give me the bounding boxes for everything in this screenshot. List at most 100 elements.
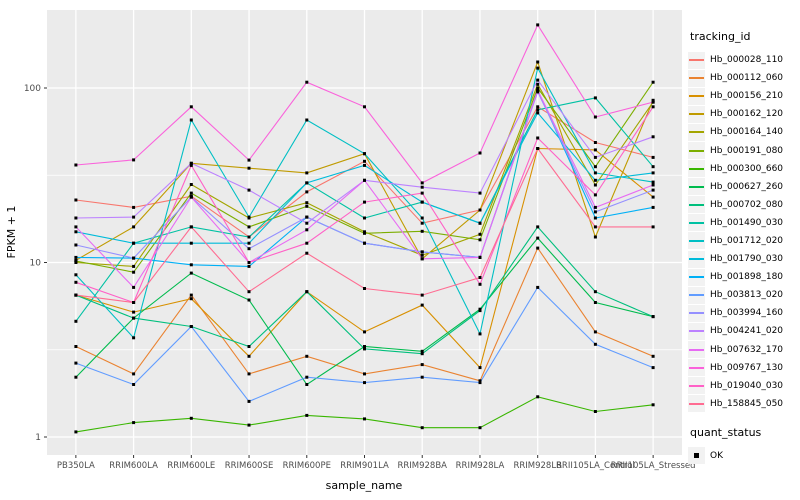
data-point-marker xyxy=(651,155,655,159)
data-point-marker xyxy=(651,188,655,192)
legend-key-swatch xyxy=(688,286,705,304)
data-point-marker xyxy=(536,147,540,150)
legend-item: Hb_000627_260 xyxy=(688,178,798,196)
x-tick-label: RRIM901LA xyxy=(340,461,389,471)
data-point-marker xyxy=(189,118,193,122)
data-point-marker xyxy=(189,191,193,195)
x-axis-title: sample_name xyxy=(326,479,403,492)
black-square-marker-icon xyxy=(694,453,699,459)
legend-key-swatch xyxy=(688,160,705,178)
data-point-marker xyxy=(132,336,136,340)
data-point-marker xyxy=(420,426,424,430)
legend-item: Hb_000164_140 xyxy=(688,123,798,141)
data-point-marker xyxy=(420,257,424,261)
legend-item: Hb_000028_110 xyxy=(688,51,798,69)
data-point-marker xyxy=(420,200,424,204)
data-point-marker xyxy=(651,225,655,229)
legend-key-swatch xyxy=(688,105,705,123)
legend-item: Hb_000300_660 xyxy=(688,160,798,178)
legend-line-icon xyxy=(689,366,704,369)
legend-item: Hb_004241_020 xyxy=(688,322,798,340)
legend-line-icon xyxy=(689,258,704,261)
data-point-marker xyxy=(189,195,193,199)
data-point-marker xyxy=(420,363,424,367)
legend-line-icon xyxy=(689,149,704,152)
data-point-marker xyxy=(536,136,540,140)
legend-item: Hb_019040_030 xyxy=(688,377,798,395)
data-point-marker xyxy=(651,180,655,184)
data-point-marker xyxy=(420,229,424,233)
data-point-marker xyxy=(593,330,597,334)
data-point-marker xyxy=(593,155,597,159)
data-point-marker xyxy=(420,191,424,195)
data-point-marker xyxy=(74,345,78,348)
legend-item: Hb_001898_180 xyxy=(688,268,798,286)
legend-key-swatch xyxy=(688,123,705,141)
data-point-marker xyxy=(651,80,655,84)
data-point-marker xyxy=(420,349,424,353)
data-point-marker xyxy=(420,185,424,189)
data-point-marker xyxy=(593,410,597,413)
data-point-marker xyxy=(74,280,78,284)
data-point-marker xyxy=(536,78,540,82)
legend-key-swatch xyxy=(688,214,705,232)
x-tick-label: RRIM928BA xyxy=(397,461,447,471)
data-point-marker xyxy=(247,158,251,162)
legend-item-label: Hb_009767_130 xyxy=(710,362,784,373)
data-point-marker xyxy=(74,375,78,379)
data-point-marker xyxy=(651,100,655,104)
y-tick-label: 10 xyxy=(30,259,42,269)
data-point-marker xyxy=(305,375,309,379)
legend-item-label: Hb_000156_210 xyxy=(710,91,784,102)
data-point-marker xyxy=(651,135,655,139)
x-tick-label: RRII105LA_Stressed xyxy=(611,461,696,471)
data-point-marker xyxy=(132,270,136,274)
data-point-marker xyxy=(593,342,597,346)
data-point-marker xyxy=(536,111,540,115)
data-point-marker xyxy=(478,332,482,336)
data-point-marker xyxy=(74,430,78,434)
data-point-marker xyxy=(132,225,136,229)
data-point-marker xyxy=(651,366,655,370)
data-point-marker xyxy=(651,354,655,358)
data-point-marker xyxy=(132,316,136,320)
data-point-marker xyxy=(305,413,309,417)
data-point-marker xyxy=(536,66,540,70)
data-point-marker xyxy=(74,163,78,167)
data-point-marker xyxy=(247,188,251,192)
data-point-marker xyxy=(74,319,78,323)
data-point-marker xyxy=(305,201,309,205)
legend-item-label: Hb_003994_160 xyxy=(710,308,784,319)
data-point-marker xyxy=(247,399,251,403)
legend-item: Hb_001712_020 xyxy=(688,232,798,250)
legend-key-swatch xyxy=(688,377,705,395)
data-point-marker xyxy=(363,163,366,167)
data-point-marker xyxy=(189,271,193,275)
data-point-marker xyxy=(305,204,309,208)
data-point-marker xyxy=(305,181,309,185)
legend-item-label: Hb_000627_260 xyxy=(710,181,784,192)
data-point-marker xyxy=(651,98,655,102)
data-point-marker xyxy=(247,345,251,348)
data-point-marker xyxy=(74,198,78,202)
legend-item: Hb_003994_160 xyxy=(688,304,798,322)
data-point-marker xyxy=(536,236,540,240)
legend-item-label: Hb_001490_030 xyxy=(710,217,784,228)
data-point-marker xyxy=(305,383,309,386)
quant-ok-key xyxy=(688,447,705,465)
data-point-marker xyxy=(363,241,366,245)
legend-key-swatch xyxy=(688,322,705,340)
data-point-marker xyxy=(536,285,540,289)
data-point-marker xyxy=(536,246,540,250)
data-point-marker xyxy=(189,293,193,297)
y-tick-label: 100 xyxy=(24,84,41,94)
data-point-marker xyxy=(651,403,655,407)
legend-key-swatch xyxy=(688,250,705,268)
legend-title-quant-status: quant_status xyxy=(690,425,762,439)
data-point-marker xyxy=(593,235,597,239)
data-point-marker xyxy=(651,171,655,175)
data-point-marker xyxy=(651,205,655,209)
legend-item-label: OK xyxy=(710,450,723,461)
legend-item: Hb_001490_030 xyxy=(688,214,798,232)
